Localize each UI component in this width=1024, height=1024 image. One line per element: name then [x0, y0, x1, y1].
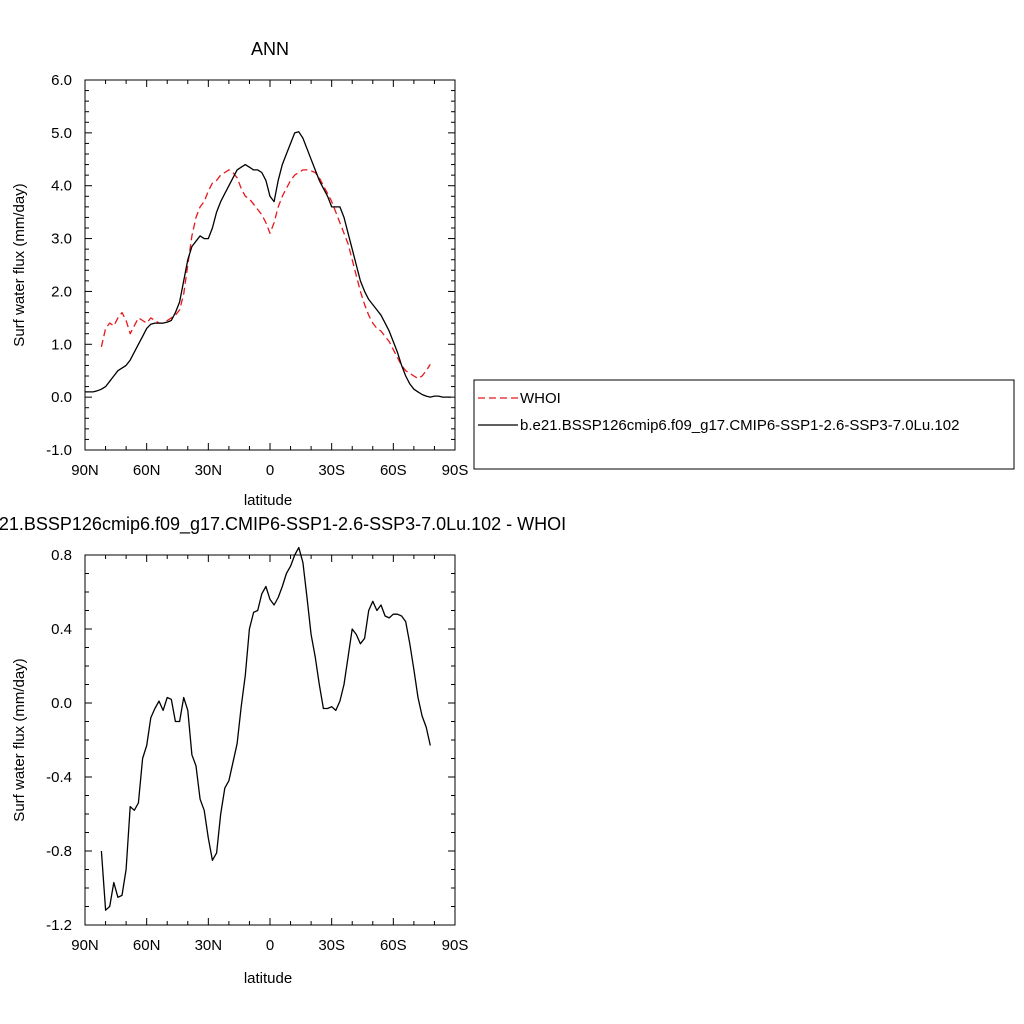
top-chart-y-tick-label: 5.0	[51, 125, 72, 142]
top-chart-x-tick-label: 30N	[195, 462, 223, 479]
top-chart-x-tick-label: 90N	[71, 462, 99, 479]
bottom-chart-x-tick-label: 90S	[442, 937, 469, 954]
bottom-chart-x-axis-label: latitude	[244, 970, 292, 987]
top-chart-plot-frame	[84, 79, 456, 451]
bottom-chart-x-tick-label: 30N	[195, 937, 223, 954]
legend-model-label: b.e21.BSSP126cmip6.f09_g17.CMIP6-SSP1-2.…	[520, 417, 959, 434]
legend-whoi-label: WHOI	[520, 390, 561, 407]
top-chart-y-tick-label: 3.0	[51, 231, 72, 248]
top-chart-series-line-model	[85, 131, 451, 398]
bottom-chart-y-tick-label: 0.8	[51, 547, 72, 564]
top-chart-x-tick-label: 30S	[318, 462, 345, 479]
top-chart-panel: ANN Surf water flux (mm/day) latitude 90…	[11, 39, 468, 509]
bottom-chart-x-tick-label: 60N	[133, 937, 161, 954]
bottom-chart-x-tick-label: 0	[266, 937, 274, 954]
bottom-chart-y-tick-label: 0.4	[51, 621, 72, 638]
top-chart-y-tick-label: -1.0	[46, 442, 72, 459]
bottom-chart-y-axis-label: Surf water flux (mm/day)	[11, 658, 28, 821]
top-chart-y-tick-label: 4.0	[51, 178, 72, 195]
bottom-chart-y-tick-label: 0.0	[51, 695, 72, 712]
bottom-chart-y-tick-label: -1.2	[46, 917, 72, 934]
bottom-chart-y-tick-label: -0.4	[46, 769, 72, 786]
bottom-chart-x-tick-label: 90N	[71, 937, 99, 954]
top-chart-x-tick-label: 90S	[442, 462, 469, 479]
bottom-chart-series-line-model	[100, 546, 431, 911]
bottom-chart-series	[100, 546, 431, 911]
top-chart-title: ANN	[251, 39, 289, 59]
bottom-chart-x-tick-label: 60S	[380, 937, 407, 954]
top-chart-series	[85, 131, 451, 398]
top-chart-series-line-whoi	[100, 169, 431, 380]
top-chart-y-tick-label: 2.0	[51, 283, 72, 300]
top-chart-y-tick-label: 6.0	[51, 72, 72, 89]
top-chart-y-tick-label: 0.0	[51, 389, 72, 406]
bottom-chart-x-tick-label: 30S	[318, 937, 345, 954]
top-chart-y-axis-label: Surf water flux (mm/day)	[11, 183, 28, 346]
bottom-chart-title: b.e21.BSSP126cmip6.f09_g17.CMIP6-SSP1-2.…	[0, 514, 566, 535]
bottom-chart-ticks: 90N 60N 30N 0 30S 60S 90S -1.2 -0.8 -0.4 0.0 0.4 0.8	[46, 547, 468, 954]
top-chart-x-axis-label: latitude	[244, 492, 292, 509]
top-chart-x-tick-label: 60N	[133, 462, 161, 479]
bottom-chart-panel: b.e21.BSSP126cmip6.f09_g17.CMIP6-SSP1-2.…	[0, 514, 566, 987]
bottom-chart-plot-frame	[84, 554, 456, 926]
top-chart-y-tick-label: 1.0	[51, 336, 72, 353]
top-chart-x-tick-label: 0	[266, 462, 274, 479]
top-chart-ticks: 90N 60N 30N 0 30S 60S 90S -1.0 0.0 1.0 2.0 3.0 4.0 5.…	[46, 72, 468, 479]
top-chart-x-tick-label: 60S	[380, 462, 407, 479]
legend: WHOI b.e21.BSSP126cmip6.f09_g17.CMIP6-SS…	[473, 379, 1015, 470]
bottom-chart-y-tick-label: -0.8	[46, 843, 72, 860]
legend-box	[473, 379, 1015, 470]
